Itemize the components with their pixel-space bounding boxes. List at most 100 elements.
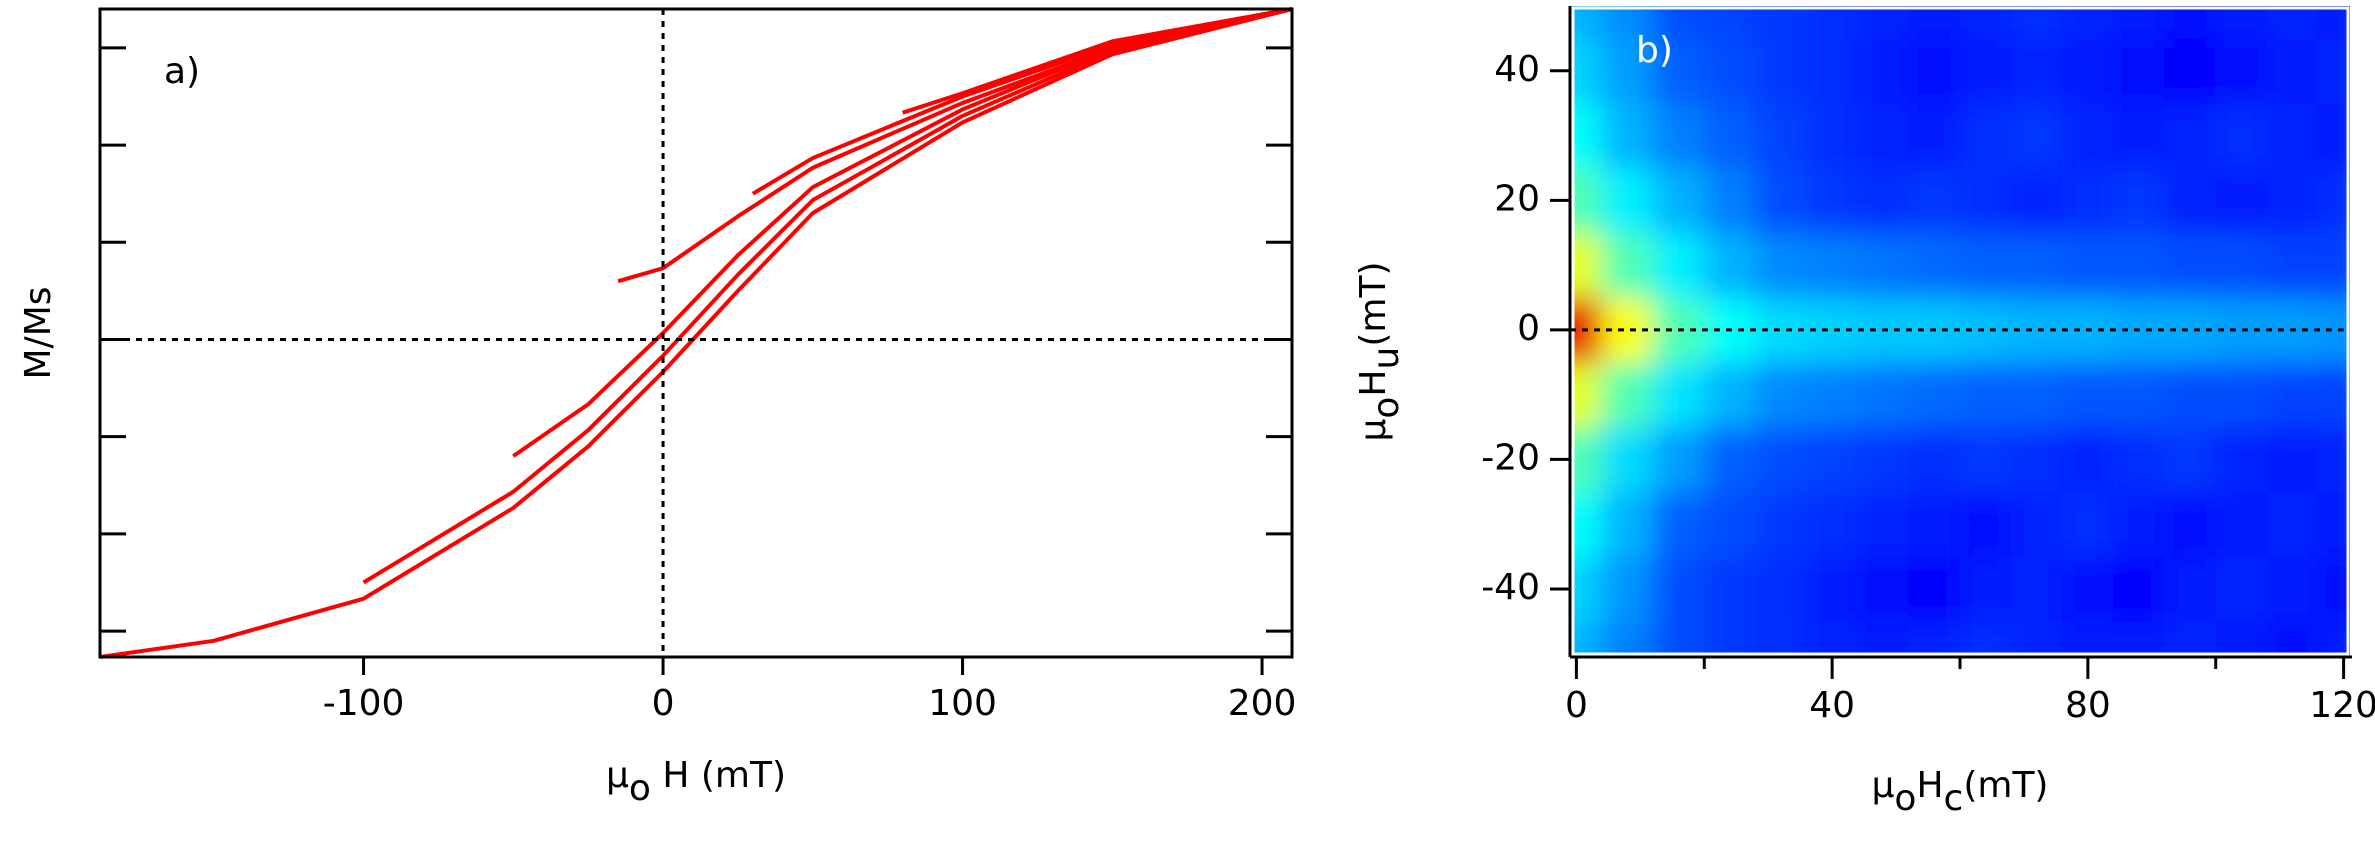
heat-cell (1570, 426, 1603, 493)
heat-cell (2112, 167, 2166, 234)
heat-cell (2010, 426, 2063, 493)
heat-cell (1652, 232, 1705, 298)
heatmap-clip (1570, 6, 2350, 657)
y-axis-label-part: μ (1353, 419, 1394, 442)
heat-cell (1570, 361, 1603, 428)
heat-cell (1703, 102, 1756, 169)
heat-cell (1652, 556, 1705, 622)
heat-cell (1601, 6, 1654, 39)
curve (99, 7, 1293, 659)
heat-cell (1652, 167, 1705, 234)
heat-cell (2266, 426, 2319, 493)
panel-label: b) (1636, 30, 1673, 71)
heat-cell (2061, 167, 2114, 234)
heat-cell (2164, 426, 2217, 493)
heat-cell (1601, 232, 1654, 298)
heat-cell (1959, 232, 2012, 298)
heat-cell (1652, 6, 1705, 39)
heat-cell (2317, 6, 2350, 39)
heat-cell (2215, 491, 2268, 558)
heat-cell (1857, 620, 1910, 657)
heat-cell (2266, 491, 2319, 558)
heat-cell (1703, 37, 1756, 104)
x-tick-label: 100 (928, 683, 997, 724)
heat-cell (1857, 426, 1910, 493)
heat-cell (1857, 167, 1910, 234)
heat-cell (2164, 556, 2217, 622)
heat-cell (1703, 620, 1756, 657)
x-axis-label: μoHc(mT) (1872, 765, 2049, 819)
heat-cell (1806, 102, 1859, 169)
x-tick-label: 200 (1228, 683, 1297, 724)
heat-cell (1959, 167, 2012, 234)
y-axis-label: M/Ms (18, 286, 59, 379)
heat-cell (2061, 102, 2114, 169)
heat-cell (2215, 556, 2268, 622)
heat-cell (1703, 361, 1756, 428)
heat-cell (1754, 426, 1808, 493)
heat-cell (2317, 361, 2350, 428)
heat-cell (2164, 167, 2217, 234)
heat-cell (1652, 37, 1705, 104)
heat-cell (1754, 6, 1808, 39)
heat-cell (1806, 361, 1859, 428)
heat-cell (1754, 620, 1808, 657)
heat-cell (1570, 232, 1603, 298)
heat-cell (2317, 296, 2350, 363)
heat-cell (2266, 620, 2319, 657)
heat-cell (1601, 491, 1654, 558)
heat-cell (1806, 232, 1859, 298)
heat-cell (1703, 556, 1756, 622)
heat-cell (1908, 37, 1961, 104)
heat-cell (2266, 6, 2319, 39)
heat-cell (2215, 37, 2268, 104)
heat-cell (2266, 556, 2319, 622)
y-tick-label: 20 (1494, 178, 1540, 219)
heat-cell (1570, 556, 1603, 622)
heat-cell (1857, 361, 1910, 428)
heat-cell (2317, 232, 2350, 298)
x-tick-label: 80 (2065, 685, 2111, 726)
y-tick-label: -20 (1481, 437, 1540, 478)
heat-cell (1806, 37, 1859, 104)
heat-cell (1857, 102, 1910, 169)
heat-cell (1806, 426, 1859, 493)
heat-cell (2061, 556, 2114, 622)
heat-cell (2061, 6, 2114, 39)
heat-cell (2164, 361, 2217, 428)
heat-cell (2317, 37, 2350, 104)
heat-cell (2266, 102, 2319, 169)
heat-cell (2164, 232, 2217, 298)
curve (751, 7, 1293, 196)
heat-cell (2010, 491, 2063, 558)
heat-cell (1754, 361, 1808, 428)
heat-cell (2317, 620, 2350, 657)
heat-cell (1959, 361, 2012, 428)
heat-cell (1908, 620, 1961, 657)
heat-cell (1703, 232, 1756, 298)
heat-cell (1959, 491, 2012, 558)
heat-cell (1806, 167, 1859, 234)
heat-cell (1601, 102, 1654, 169)
x-axis-label-part: (mT) (1963, 765, 2048, 806)
heat-cell (2010, 6, 2063, 39)
heat-cell (1806, 6, 1859, 39)
y-axis-label-part: u (1366, 347, 1407, 370)
heat-cell (1754, 556, 1808, 622)
heat-cell (1857, 491, 1910, 558)
heat-cell (2215, 620, 2268, 657)
heat-cell (2266, 361, 2319, 428)
heat-cell (2061, 37, 2114, 104)
heat-cell (2061, 232, 2114, 298)
curve (902, 7, 1293, 115)
x-tick-label: 40 (1809, 685, 1855, 726)
heat-cell (2010, 37, 2063, 104)
y-tick-label: -40 (1481, 567, 1540, 608)
heat-cell (1601, 167, 1654, 234)
heat-cell (2112, 556, 2166, 622)
heat-cell (1754, 491, 1808, 558)
heat-cell (1857, 37, 1910, 104)
y-axis-label: μoHu(mT) (1353, 262, 1407, 442)
heat-cell (1908, 491, 1961, 558)
